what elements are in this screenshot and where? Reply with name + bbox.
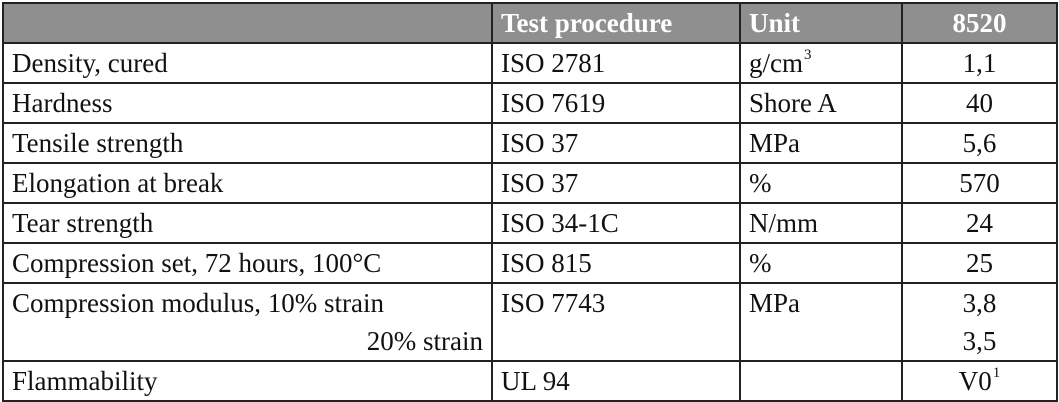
header-test-procedure: Test procedure	[491, 2, 741, 44]
table-row: Flammability UL 94 V01	[2, 360, 1058, 402]
value-cell: 3,8 3,5	[901, 282, 1058, 362]
unit-cell: MPa	[739, 282, 903, 362]
table-row: Tensile strength ISO 37 MPa 5,6	[2, 122, 1058, 164]
header-property	[2, 2, 493, 44]
unit-cell: g/cm3	[739, 42, 903, 84]
table-row: Compression modulus, 10% strain 20% stra…	[2, 282, 1058, 362]
test-cell: ISO 37	[491, 122, 741, 164]
table-row: Density, cured ISO 2781 g/cm3 1,1	[2, 42, 1058, 84]
property-cell: Compression set, 72 hours, 100°C	[2, 242, 493, 284]
property-cell: Compression modulus, 10% strain 20% stra…	[2, 282, 493, 362]
unit-cell: N/mm	[739, 202, 903, 244]
property-cell: Density, cured	[2, 42, 493, 84]
unit-cell	[739, 360, 903, 402]
value-line: 3,8	[962, 288, 997, 318]
test-cell: ISO 7619	[491, 82, 741, 124]
header-value: 8520	[901, 2, 1058, 44]
table-row: Compression set, 72 hours, 100°C ISO 815…	[2, 242, 1058, 284]
test-cell: UL 94	[491, 360, 741, 402]
value-cell: 570	[901, 162, 1058, 204]
test-cell: ISO 7743	[491, 282, 741, 362]
test-cell: ISO 2781	[491, 42, 741, 84]
unit-cell: Shore A	[739, 82, 903, 124]
value-cell: 24	[901, 202, 1058, 244]
property-line: Compression modulus, 10% strain	[12, 288, 384, 318]
unit-cell: %	[739, 162, 903, 204]
unit-superscript: 3	[804, 47, 812, 63]
value-footnote: 1	[992, 365, 1001, 381]
value-cell: 25	[901, 242, 1058, 284]
value-cell: 40	[901, 82, 1058, 124]
property-line-2: 20% strain	[366, 326, 483, 356]
unit-cell: %	[739, 242, 903, 284]
test-cell: ISO 34-1C	[491, 202, 741, 244]
value-text: V0	[958, 366, 992, 396]
property-cell: Hardness	[2, 82, 493, 124]
value-cell: 1,1	[901, 42, 1058, 84]
property-cell: Tensile strength	[2, 122, 493, 164]
test-cell: ISO 37	[491, 162, 741, 204]
value-line-2: 3,5	[962, 326, 997, 356]
unit-text: g/cm	[749, 48, 803, 78]
property-cell: Flammability	[2, 360, 493, 402]
unit-cell: MPa	[739, 122, 903, 164]
table-row: Elongation at break ISO 37 % 570	[2, 162, 1058, 204]
value-cell: V01	[901, 360, 1058, 402]
value-cell: 5,6	[901, 122, 1058, 164]
header-unit: Unit	[739, 2, 903, 44]
property-cell: Elongation at break	[2, 162, 493, 204]
property-cell: Tear strength	[2, 202, 493, 244]
table-row: Tear strength ISO 34-1C N/mm 24	[2, 202, 1058, 244]
table-row: Hardness ISO 7619 Shore A 40	[2, 82, 1058, 124]
header-row: Test procedure Unit 8520	[2, 2, 1058, 44]
test-cell: ISO 815	[491, 242, 741, 284]
